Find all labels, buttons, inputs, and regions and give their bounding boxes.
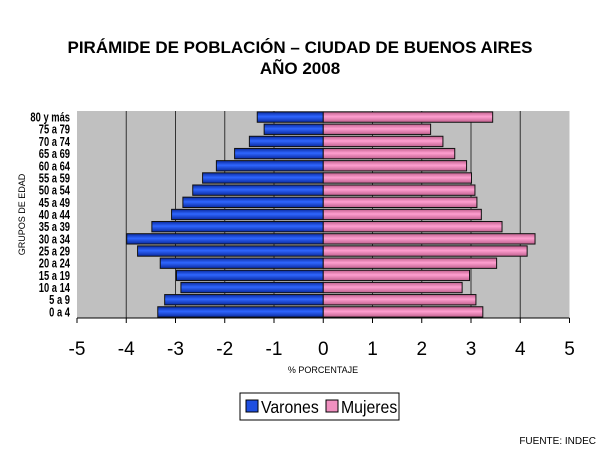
bar-mujeres: [322, 306, 484, 318]
y-tick-label: 60 a 64: [39, 160, 71, 174]
y-tick-label: 65 a 69: [39, 148, 70, 162]
bar-varones: [182, 196, 324, 208]
x-tick-label: 5: [564, 339, 575, 360]
bar-varones: [234, 147, 324, 160]
y-tick-label: 80 y más: [30, 111, 70, 125]
bar-varones: [137, 245, 324, 257]
source-note: FUENTE: INDEC: [519, 436, 596, 447]
x-tick-label: 1: [367, 339, 378, 360]
y-tick-label: 70 a 74: [39, 136, 71, 150]
y-tick-label: 20 a 24: [39, 258, 71, 272]
bar-mujeres: [322, 257, 498, 269]
bar-mujeres: [322, 123, 432, 135]
y-tick-label: 5 a 9: [49, 294, 70, 308]
bar-mujeres: [322, 196, 478, 208]
y-tick-label: 55 a 59: [39, 172, 70, 186]
x-tick-label: 2: [416, 339, 427, 360]
bar-varones: [263, 123, 324, 135]
x-tick-label: 3: [466, 339, 477, 360]
bar-varones: [157, 306, 324, 318]
bar-varones: [171, 208, 324, 221]
x-tick-label: -4: [118, 339, 135, 360]
bar-varones: [164, 294, 324, 306]
x-tick-label: -3: [167, 339, 184, 360]
x-tick-label: 0: [318, 339, 329, 360]
bar-mujeres: [322, 184, 476, 196]
bar-mujeres: [322, 160, 468, 172]
bar-varones: [248, 135, 324, 148]
chart-subtitle: AÑO 2008: [259, 59, 341, 78]
y-tick-label: 50 a 54: [39, 184, 71, 198]
y-tick-label: 35 a 39: [39, 221, 70, 235]
y-tick-label: 75 a 79: [39, 124, 70, 138]
bar-mujeres: [322, 233, 536, 245]
y-tick-label: 45 a 49: [39, 197, 70, 211]
bar-mujeres: [322, 221, 503, 233]
bar-varones: [175, 269, 324, 282]
bar-mujeres: [322, 245, 528, 257]
bar-mujeres: [322, 147, 456, 160]
bar-mujeres: [322, 172, 472, 184]
x-axis-label: % PORCENTAJE: [288, 365, 358, 375]
x-tick-label: -1: [266, 339, 283, 360]
bar-mujeres: [322, 281, 463, 294]
bar-mujeres: [322, 111, 494, 123]
bar-varones: [215, 160, 324, 172]
bar-varones: [159, 257, 324, 269]
y-tick-label: 25 a 29: [39, 245, 70, 259]
x-tick-label: 4: [515, 339, 526, 360]
bar-varones: [180, 281, 324, 294]
x-tick-label: -5: [69, 339, 86, 360]
legend-label-varones: Varones: [261, 397, 319, 417]
y-tick-label: 10 a 14: [39, 282, 71, 296]
legend-label-mujeres: Mujeres: [341, 397, 397, 417]
bar-varones: [192, 184, 324, 196]
bar-mujeres: [322, 135, 444, 148]
y-tick-label: 40 a 44: [39, 209, 71, 223]
chart-title: PIRÁMIDE DE POBLACIÓN – CIUDAD DE BUENOS…: [67, 38, 533, 57]
y-tick-label: 0 a 4: [49, 306, 71, 320]
y-tick-label: 30 a 34: [39, 233, 71, 247]
y-tick-label: 15 a 19: [39, 270, 70, 284]
bar-varones: [126, 233, 324, 245]
legend: [239, 392, 400, 421]
bar-mujeres: [322, 269, 471, 282]
bar-varones: [202, 172, 324, 184]
bar-mujeres: [322, 208, 482, 221]
bar-varones: [151, 221, 324, 233]
bar-mujeres: [322, 294, 477, 306]
bar-varones: [256, 111, 324, 123]
x-tick-label: -2: [216, 339, 233, 360]
legend-swatch-varones: [245, 399, 259, 413]
legend-swatch-mujeres: [325, 399, 339, 413]
y-axis-label: GRUPOS DE EDAD: [17, 173, 27, 255]
